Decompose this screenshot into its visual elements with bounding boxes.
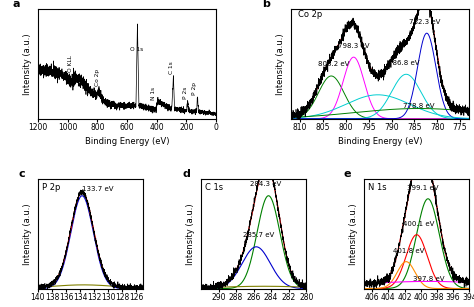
Text: N 1s: N 1s xyxy=(368,183,387,192)
Text: C 1s: C 1s xyxy=(205,183,223,192)
Text: P 2s: P 2s xyxy=(183,87,188,99)
Y-axis label: Intensity (a.u.): Intensity (a.u.) xyxy=(23,33,32,95)
Text: b: b xyxy=(263,0,270,9)
Text: 284.3 eV: 284.3 eV xyxy=(250,181,282,187)
Text: e: e xyxy=(343,169,350,179)
Text: P 2p: P 2p xyxy=(42,183,61,192)
Text: 786.8 eV: 786.8 eV xyxy=(388,60,419,66)
Y-axis label: Intensity (a.u.): Intensity (a.u.) xyxy=(276,33,285,95)
Y-axis label: Intensity (a.u.): Intensity (a.u.) xyxy=(349,203,358,265)
Text: P 2p: P 2p xyxy=(192,82,197,95)
Y-axis label: Intensity (a.u.): Intensity (a.u.) xyxy=(23,203,32,265)
Text: 401.8 eV: 401.8 eV xyxy=(393,247,424,254)
Text: 133.7 eV: 133.7 eV xyxy=(82,186,114,192)
Text: O 1s: O 1s xyxy=(130,47,143,52)
Text: C 1s: C 1s xyxy=(169,61,174,74)
Text: c: c xyxy=(19,169,26,179)
Text: 285.7 eV: 285.7 eV xyxy=(243,232,274,239)
Text: Co 2p: Co 2p xyxy=(95,69,100,86)
Text: 400.1 eV: 400.1 eV xyxy=(403,221,435,227)
Text: 798.3 eV: 798.3 eV xyxy=(338,43,369,49)
Text: d: d xyxy=(182,169,190,179)
Text: 399.1 eV: 399.1 eV xyxy=(407,185,439,191)
Text: a: a xyxy=(13,0,20,9)
Y-axis label: Intensity (a.u.): Intensity (a.u.) xyxy=(186,203,195,265)
Text: O KLL: O KLL xyxy=(68,55,73,72)
Text: Co 2p: Co 2p xyxy=(298,10,322,19)
Text: 803.2 eV: 803.2 eV xyxy=(318,61,349,68)
Text: N 1s: N 1s xyxy=(151,87,156,100)
Text: 782.3 eV: 782.3 eV xyxy=(409,19,440,25)
X-axis label: Binding Energy (eV): Binding Energy (eV) xyxy=(338,138,422,146)
Text: 778.8 eV: 778.8 eV xyxy=(403,103,435,109)
X-axis label: Binding Energy (eV): Binding Energy (eV) xyxy=(85,138,169,146)
Text: 397.8 eV: 397.8 eV xyxy=(413,276,445,282)
